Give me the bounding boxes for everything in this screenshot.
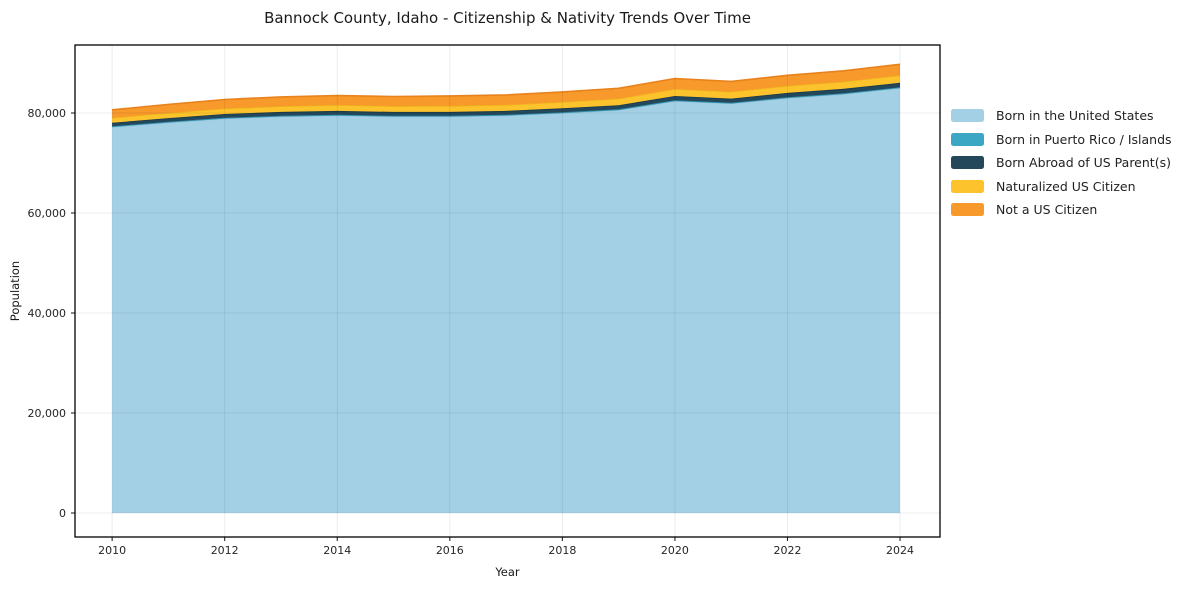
x-tick-label-2024: 2024	[886, 544, 914, 557]
legend-swatch-icon	[951, 132, 984, 146]
y-tick-label-80000: 80,000	[28, 107, 67, 120]
chart-title: Bannock County, Idaho - Citizenship & Na…	[264, 9, 751, 27]
x-tick-label-2014: 2014	[323, 544, 351, 557]
legend-item-born-in-the-united-states: Born in the United States	[951, 108, 1172, 123]
legend-swatch-icon	[951, 109, 984, 122]
x-axis-label: Year	[495, 565, 520, 579]
legend-swatch-icon	[951, 203, 984, 216]
x-tick-label-2018: 2018	[548, 544, 576, 557]
edge-not-a-us-citizen	[112, 63, 901, 111]
legend-swatch-icon	[951, 156, 984, 169]
x-tick-label-2020: 2020	[661, 544, 689, 557]
y-axis-label: Population	[8, 260, 22, 322]
x-tick-label-2016: 2016	[436, 544, 464, 557]
legend-label: Not a US Citizen	[996, 202, 1098, 217]
legend-item-not-a-us-citizen: Not a US Citizen	[951, 202, 1172, 217]
y-tick-label-0: 0	[59, 507, 66, 520]
legend-swatch-icon	[951, 179, 984, 193]
y-tick-label-60000: 60,000	[28, 207, 67, 220]
x-tick-label-2022: 2022	[773, 544, 801, 557]
area-born-in-the-united-states	[112, 88, 901, 513]
legend-label: Born in Puerto Rico / Islands	[996, 131, 1172, 147]
legend-label: Born Abroad of US Parent(s)	[996, 155, 1171, 170]
plot-border	[74, 44, 941, 538]
legend-item-born-abroad-of-us-parent-s: Born Abroad of US Parent(s)	[951, 155, 1172, 170]
legend-label: Born in the United States	[996, 108, 1154, 123]
legend-label: Naturalized US Citizen	[996, 178, 1136, 194]
area-not-a-us-citizen	[112, 64, 901, 118]
y-tick-label-40000: 40,000	[28, 307, 67, 320]
x-tick-label-2010: 2010	[98, 544, 126, 557]
y-tick-label-20000: 20,000	[28, 407, 67, 420]
legend-item-naturalized-us-citizen: Naturalized US Citizen	[951, 178, 1172, 194]
x-tick-label-2012: 2012	[211, 544, 239, 557]
legend: Born in the United States Born in Puerto …	[951, 108, 1172, 217]
legend-item-born-in-puerto-rico-islands: Born in Puerto Rico / Islands	[951, 131, 1172, 147]
area-naturalized-us-citizen	[112, 75, 901, 123]
